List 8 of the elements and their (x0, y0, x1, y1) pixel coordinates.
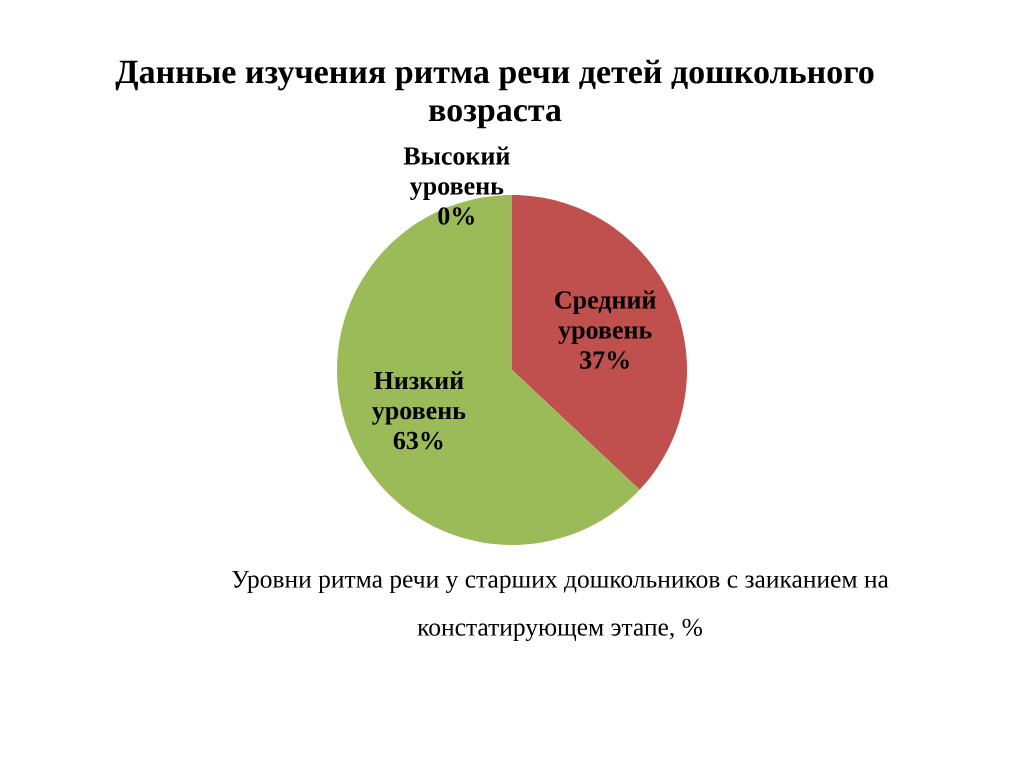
chart-title: Данные изучения ритма речи детей дошкольного возраста (115, 59, 874, 129)
category-label: Высокий уровень (403, 146, 510, 201)
slice-label: Средний уровень (555, 290, 656, 345)
data-label: 37% (580, 351, 629, 369)
slice-label: Низкий уровень (372, 371, 466, 425)
data-label: 63% (393, 431, 443, 450)
text: Уровни ритма речи у старших дошкольников с заиканием на констатирующем этапе, % (231, 570, 889, 642)
text: 0% (438, 207, 474, 225)
